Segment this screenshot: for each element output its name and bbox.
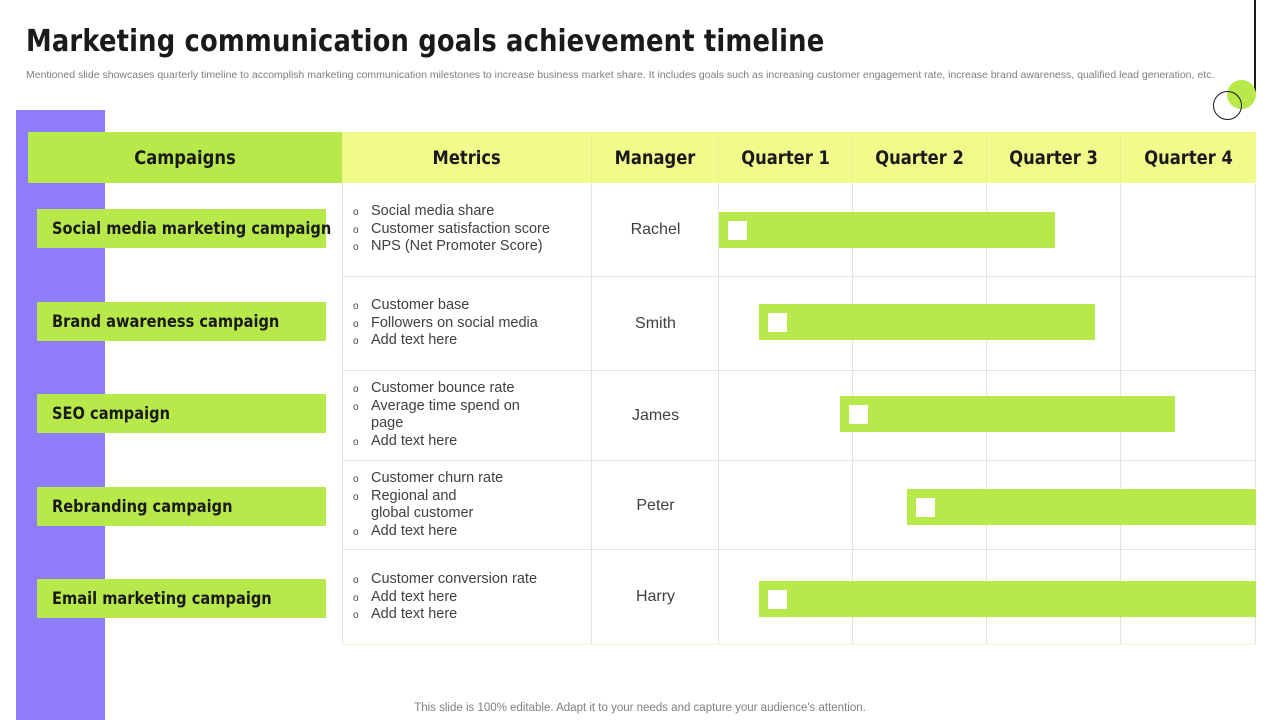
slide-footer: This slide is 100% editable. Adapt it to… [414,702,866,714]
timeline-bar [719,212,1055,248]
header-quarter-3: Quarter 3 [987,132,1121,183]
slide-subtitle: Mentioned slide showcases quarterly time… [26,69,1215,81]
manager-name: Harry [635,588,676,605]
campaign-label: SEO campaign [37,394,326,433]
metric-item: NPS (Net Promoter Score) [352,238,588,256]
metric-item: Add text here [352,523,588,541]
metric-item: Customer bounce rate [352,380,588,398]
timeline-bar [759,304,1095,340]
grid-line [1255,183,1256,645]
metrics-list: Customer churn rate Regional and global … [352,470,588,540]
header-campaigns: Campaigns [28,132,342,183]
metric-item: Add text here [352,433,588,451]
metric-item: Customer conversion rate [352,571,588,589]
campaign-label: Social media marketing campaign [37,209,331,248]
grid-line [342,460,1256,461]
timeline-marker [915,498,935,517]
manager-name: James [631,407,680,424]
decorative-line [1254,0,1256,92]
metric-item: Add text here [352,589,588,607]
timeline-bar [906,489,1256,525]
manager-name: Peter [636,497,675,514]
metrics-list: Customer bounce rate Average time spend … [352,380,588,450]
manager-name: Rachel [630,221,681,238]
grid-line [342,549,1256,550]
metric-item: Regional and global customer [352,488,497,523]
metric-item: Followers on social media [352,315,588,333]
timeline-marker [768,313,788,332]
metric-item: Add text here [352,332,588,350]
header-quarter-1: Quarter 1 [719,132,853,183]
metrics-list: Social media share Customer satisfaction… [352,203,588,256]
campaign-label: Brand awareness campaign [37,302,326,341]
manager-name: Smith [635,315,676,332]
grid-line [342,276,1256,277]
timeline-bar [759,581,1256,617]
timeline-bar [839,396,1176,432]
timeline-marker [728,221,747,240]
timeline-marker [768,590,788,609]
decorative-ring [1213,91,1242,120]
header-quarter-2: Quarter 2 [853,132,987,183]
slide-title: Marketing communication goals achievemen… [26,24,825,59]
timeline-marker [848,405,868,424]
grid-line [591,183,592,645]
grid-line [342,183,343,645]
campaign-label: Rebranding campaign [37,487,326,526]
metrics-list: Customer base Followers on social media … [352,297,588,350]
metric-item: Add text here [352,606,588,624]
metric-item: Social media share [352,203,588,221]
grid-line [342,370,1256,371]
metric-item: Average time spend on page [352,398,522,433]
header-quarter-4: Quarter 4 [1121,132,1256,183]
metric-item: Customer churn rate [352,470,588,488]
metrics-list: Customer conversion rate Add text here A… [352,571,588,624]
metric-item: Customer satisfaction score [352,221,588,239]
grid-line [718,183,719,645]
header-metrics: Metrics [342,132,592,183]
metric-item: Customer base [352,297,588,315]
campaign-label: Email marketing campaign [37,579,326,618]
header-manager: Manager [592,132,719,183]
grid-line [342,644,1256,645]
